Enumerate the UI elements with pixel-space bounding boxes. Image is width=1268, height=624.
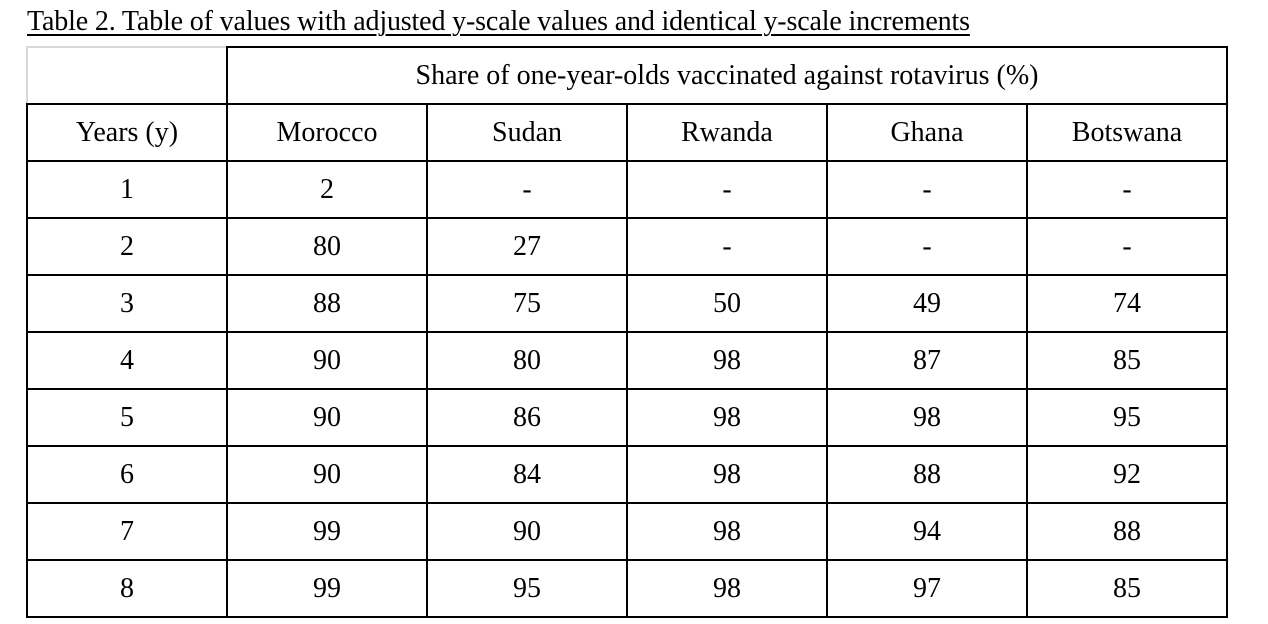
column-header-ghana: Ghana bbox=[826, 103, 1028, 162]
cell-ghana: 94 bbox=[826, 502, 1028, 561]
cell-sudan: 84 bbox=[426, 445, 628, 504]
column-header-years: Years (y) bbox=[26, 103, 228, 162]
cell-years: 8 bbox=[26, 559, 228, 618]
table-row: 7 99 90 98 94 88 bbox=[26, 502, 1229, 561]
cell-botswana: - bbox=[1025, 217, 1229, 276]
cell-ghana: - bbox=[826, 160, 1028, 219]
table-row: 4 90 80 98 87 85 bbox=[26, 331, 1229, 390]
cell-rwanda: 98 bbox=[626, 331, 828, 390]
cell-morocco: 88 bbox=[226, 274, 428, 333]
cell-botswana: 74 bbox=[1025, 274, 1229, 333]
cell-sudan: 27 bbox=[426, 217, 628, 276]
cell-sudan: 86 bbox=[426, 388, 628, 447]
cell-sudan: 80 bbox=[426, 331, 628, 390]
cell-morocco: 99 bbox=[226, 502, 428, 561]
cell-morocco: 99 bbox=[226, 559, 428, 618]
column-header-rwanda: Rwanda bbox=[626, 103, 828, 162]
cell-morocco: 2 bbox=[226, 160, 428, 219]
vaccination-table: Share of one-year-olds vaccinated agains… bbox=[26, 46, 1229, 618]
column-header-morocco: Morocco bbox=[226, 103, 428, 162]
cell-botswana: 85 bbox=[1025, 559, 1229, 618]
cell-morocco: 90 bbox=[226, 445, 428, 504]
column-header-botswana: Botswana bbox=[1025, 103, 1229, 162]
cell-years: 2 bbox=[26, 217, 228, 276]
cell-sudan: - bbox=[426, 160, 628, 219]
column-header-sudan: Sudan bbox=[426, 103, 628, 162]
cell-years: 5 bbox=[26, 388, 228, 447]
cell-years: 3 bbox=[26, 274, 228, 333]
cell-ghana: 97 bbox=[826, 559, 1028, 618]
cell-sudan: 95 bbox=[426, 559, 628, 618]
cell-years: 1 bbox=[26, 160, 228, 219]
empty-corner-cell bbox=[26, 46, 228, 105]
cell-rwanda: 98 bbox=[626, 559, 828, 618]
cell-morocco: 80 bbox=[226, 217, 428, 276]
cell-years: 7 bbox=[26, 502, 228, 561]
table-row: 3 88 75 50 49 74 bbox=[26, 274, 1229, 333]
cell-rwanda: 50 bbox=[626, 274, 828, 333]
table-row: 5 90 86 98 98 95 bbox=[26, 388, 1229, 447]
cell-rwanda: - bbox=[626, 160, 828, 219]
group-header-cell: Share of one-year-olds vaccinated agains… bbox=[225, 46, 1229, 105]
cell-years: 4 bbox=[26, 331, 228, 390]
table-row: 2 80 27- - - bbox=[26, 217, 1229, 276]
cell-botswana: - bbox=[1025, 160, 1229, 219]
cell-sudan: 75 bbox=[426, 274, 628, 333]
cell-botswana: 88 bbox=[1025, 502, 1229, 561]
cell-sudan: 90 bbox=[426, 502, 628, 561]
cell-rwanda: 98 bbox=[626, 445, 828, 504]
cell-years: 6 bbox=[26, 445, 228, 504]
table-row: 6 90 84 98 88 92 bbox=[26, 445, 1229, 504]
cell-ghana: 98 bbox=[826, 388, 1028, 447]
cell-ghana: - bbox=[826, 217, 1028, 276]
cell-rwanda: 98 bbox=[626, 388, 828, 447]
cell-botswana: 92 bbox=[1025, 445, 1229, 504]
column-header-row: Years (y) Morocco Sudan Rwanda Ghana Bot… bbox=[26, 103, 1229, 162]
cell-rwanda: - bbox=[626, 217, 828, 276]
cell-morocco: 90 bbox=[226, 388, 428, 447]
table-caption: Table 2. Table of values with adjusted y… bbox=[27, 6, 970, 37]
cell-ghana: 88 bbox=[826, 445, 1028, 504]
group-header-row: Share of one-year-olds vaccinated agains… bbox=[26, 46, 1229, 105]
cell-rwanda: 98 bbox=[626, 502, 828, 561]
cell-ghana: 49 bbox=[826, 274, 1028, 333]
table-row: 8 99 95 98 97 85 bbox=[26, 559, 1229, 618]
cell-botswana: 85 bbox=[1025, 331, 1229, 390]
cell-ghana: 87 bbox=[826, 331, 1028, 390]
cell-botswana: 95 bbox=[1025, 388, 1229, 447]
cell-morocco: 90 bbox=[226, 331, 428, 390]
